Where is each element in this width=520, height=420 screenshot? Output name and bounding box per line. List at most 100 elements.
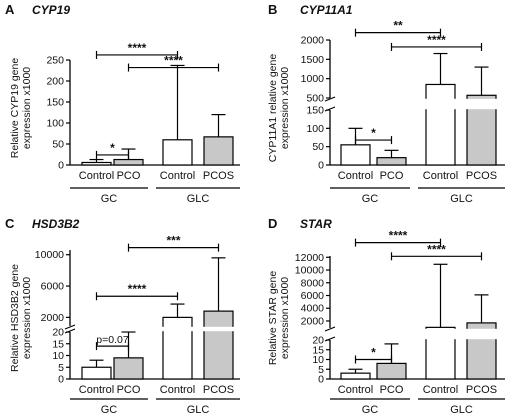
x-tick-label: PCO [117, 384, 141, 396]
sig-label: * [110, 141, 115, 155]
panel-title: HSD3B2 [32, 217, 80, 231]
sig-label: **** [128, 41, 147, 55]
group-label: GLC [187, 404, 210, 416]
y-tick-label: 250 [46, 55, 64, 67]
axis-break-mark [324, 96, 336, 102]
y-tick-label: 15 [312, 344, 324, 356]
y-tick-label: 150 [46, 97, 64, 109]
y-axis-label-line: Relative CYP19 gene [9, 58, 21, 159]
panel-label: D [268, 216, 277, 231]
y-tick-label: 10000 [35, 249, 64, 261]
panel-title: CYP11A1 [300, 3, 353, 17]
y-tick-label: 0 [58, 160, 64, 172]
y-tick-label: 0 [58, 374, 64, 386]
y-tick-label: 1000 [301, 73, 325, 85]
bar [376, 157, 407, 166]
x-tick-label: PCOS [203, 170, 234, 182]
y-axis-label-line: expression x1000 [21, 67, 33, 149]
axis-break-mark [324, 106, 336, 112]
y-tick-label: 10 [312, 354, 324, 366]
y-axis-label: Relative STAR geneexpression x1000 [267, 271, 291, 366]
axis-break [324, 98, 507, 110]
y-axis-label-line: expression x1000 [279, 67, 291, 149]
group-label: GC [362, 404, 379, 416]
panel-label: C [5, 216, 15, 231]
y-tick-label: 50 [312, 141, 324, 153]
y-tick-label: 0 [318, 374, 324, 386]
y-tick-label: 150 [306, 105, 324, 117]
sig-label: **** [427, 242, 446, 256]
bar [113, 158, 144, 166]
x-tick-label: Control [160, 384, 195, 396]
y-axis-label: Relative HSD3B2 geneexpression x1000 [9, 264, 33, 372]
y-tick-label: 2000 [41, 312, 65, 324]
x-tick-label: Control [338, 384, 373, 396]
y-axis-label: CYP11A1 relative geneexpression x1000 [267, 54, 291, 163]
y-tick-label: 0 [318, 160, 324, 172]
sig-label: *** [166, 234, 180, 248]
y-tick-label: 20 [312, 335, 324, 347]
y-tick-label: 100 [306, 123, 324, 135]
y-tick-label: 10000 [295, 265, 324, 277]
y-axis-label-line: expression x1000 [21, 277, 33, 359]
axis-break-mark [324, 336, 336, 342]
y-tick-label: 5 [58, 362, 64, 374]
panel-label: A [5, 2, 15, 17]
panel-title: CYP19 [32, 3, 70, 17]
bar [376, 362, 407, 380]
sig-label: **** [389, 229, 408, 243]
y-tick-label: 200 [46, 76, 64, 88]
y-tick-label: 10 [52, 350, 64, 362]
bar [113, 357, 144, 380]
panel-a: A CYP19 Relative CYP19 geneexpression x100… [5, 2, 240, 205]
y-tick-label: 1500 [301, 54, 325, 66]
y-tick-label: 15 [52, 338, 64, 350]
group-label: GC [101, 193, 118, 205]
y-tick-label: 2000 [301, 315, 325, 327]
x-tick-label: PCO [380, 384, 404, 396]
x-tick-label: Control [423, 384, 458, 396]
bar [425, 83, 456, 166]
panel-c: C HSD3B2 Relative HSD3B2 geneexpression x1… [5, 216, 242, 416]
x-tick-label: Control [79, 384, 114, 396]
sig-label: * [371, 346, 376, 360]
axis-break [64, 326, 242, 332]
panel-b: B CYP11A1 CYP11A1 relative geneexpression … [267, 2, 507, 205]
x-tick-label: Control [79, 170, 114, 182]
y-axis-label-line: Relative STAR gene [267, 271, 279, 366]
x-tick-label: Control [338, 170, 373, 182]
sig-label: **** [427, 33, 446, 47]
y-tick-label: 12000 [295, 252, 324, 264]
sig-label: * [371, 126, 376, 140]
axis-break-mark [64, 328, 76, 334]
x-tick-label: PCOS [203, 384, 234, 396]
sig-label: **** [164, 54, 183, 68]
bar [81, 161, 112, 166]
bar [203, 310, 234, 380]
y-axis-label-line: Relative HSD3B2 gene [9, 264, 21, 372]
sig-label: ** [393, 19, 403, 33]
y-tick-label: 6000 [41, 281, 65, 293]
bar [162, 139, 193, 166]
bar [340, 144, 371, 166]
bar [162, 316, 193, 380]
y-tick-label: 50 [52, 139, 64, 151]
y-tick-label: 20 [52, 327, 64, 339]
y-tick-label: 100 [46, 118, 64, 130]
panel-title: STAR [300, 217, 332, 231]
axis-break-mark [64, 324, 76, 330]
bar [203, 136, 234, 166]
x-tick-label: Control [423, 170, 458, 182]
bar [340, 372, 371, 380]
x-tick-label: PCOS [466, 384, 497, 396]
group-label: GC [101, 404, 118, 416]
y-tick-label: 500 [306, 93, 324, 105]
group-label: GLC [450, 193, 473, 205]
y-tick-label: 6000 [301, 290, 325, 302]
x-tick-label: Control [160, 170, 195, 182]
y-axis-label: Relative CYP19 geneexpression x1000 [9, 58, 33, 159]
y-tick-label: 4000 [301, 303, 325, 315]
panel-label: B [268, 2, 277, 17]
group-label: GLC [450, 404, 473, 416]
